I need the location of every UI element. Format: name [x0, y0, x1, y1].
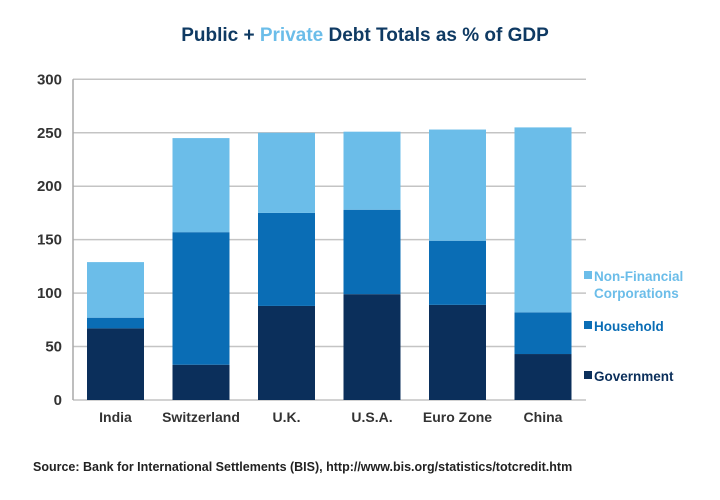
- bar-segment-non-financial-corporations: [429, 129, 486, 241]
- legend-item: Household: [584, 319, 664, 334]
- bar-segment-government: [429, 304, 486, 400]
- gridlines: [73, 78, 586, 401]
- bar-segment-non-financial-corporations: [514, 127, 572, 313]
- source-note: Source: Bank for International Settlemen…: [33, 460, 572, 474]
- x-tick-label: U.K.: [273, 409, 301, 425]
- bars: [87, 127, 572, 400]
- bar-stack: [429, 129, 486, 400]
- bar-segment-government: [172, 364, 230, 400]
- bar-stack: [87, 262, 144, 400]
- bar-stack: [172, 138, 230, 400]
- title-part: Private: [260, 25, 323, 46]
- bar-segment-non-financial-corporations: [343, 131, 401, 210]
- bar-segment-household: [343, 209, 401, 295]
- x-tick-label: China: [524, 409, 563, 425]
- chart-title: Public + Private Debt Totals as % of GDP: [181, 25, 549, 46]
- bar-segment-government: [258, 305, 315, 400]
- y-axis-ticks: 0 50 100 150 200 250 300: [37, 71, 62, 409]
- legend-swatch: [584, 321, 592, 329]
- x-axis-labels: India Switzerland U.K. U.S.A. Euro Zone China: [99, 409, 562, 425]
- bar-segment-household: [429, 240, 486, 305]
- bar-segment-non-financial-corporations: [258, 132, 315, 213]
- y-tick-label: 200: [37, 178, 62, 195]
- legend-label: Corporations: [594, 286, 679, 301]
- bar-stack: [258, 132, 315, 400]
- bar-segment-household: [87, 317, 144, 329]
- y-tick-label: 150: [37, 232, 62, 249]
- bar-segment-non-financial-corporations: [87, 262, 144, 318]
- x-tick-label: Switzerland: [162, 409, 240, 425]
- bar-segment-government: [343, 294, 401, 400]
- legend-item: Government: [584, 369, 674, 384]
- x-tick-label: Euro Zone: [423, 409, 492, 425]
- legend-swatch: [584, 271, 592, 279]
- x-tick-label: India: [99, 409, 132, 425]
- bar-segment-household: [172, 232, 230, 365]
- y-tick-label: 50: [45, 339, 62, 356]
- legend: Non-Financial Corporations Household Govern…: [584, 269, 683, 384]
- legend-label: Government: [594, 369, 674, 384]
- bar-stack: [514, 127, 572, 400]
- bar-segment-household: [514, 312, 572, 355]
- bar-segment-non-financial-corporations: [172, 138, 230, 233]
- bar-segment-government: [87, 328, 144, 400]
- legend-item: Non-Financial Corporations: [584, 269, 683, 301]
- legend-label: Household: [594, 319, 664, 334]
- bar-segment-household: [258, 212, 315, 306]
- y-tick-label: 0: [54, 392, 62, 409]
- x-tick-label: U.S.A.: [351, 409, 392, 425]
- legend-label: Non-Financial: [594, 269, 683, 284]
- y-tick-label: 250: [37, 125, 62, 142]
- bar-segment-government: [514, 354, 572, 400]
- legend-swatch: [584, 371, 592, 379]
- y-tick-label: 100: [37, 285, 62, 302]
- title-part: Debt Totals as % of GDP: [323, 25, 549, 46]
- y-tick-label: 300: [37, 71, 62, 88]
- bar-stack: [343, 131, 401, 400]
- title-part: Public +: [181, 25, 260, 46]
